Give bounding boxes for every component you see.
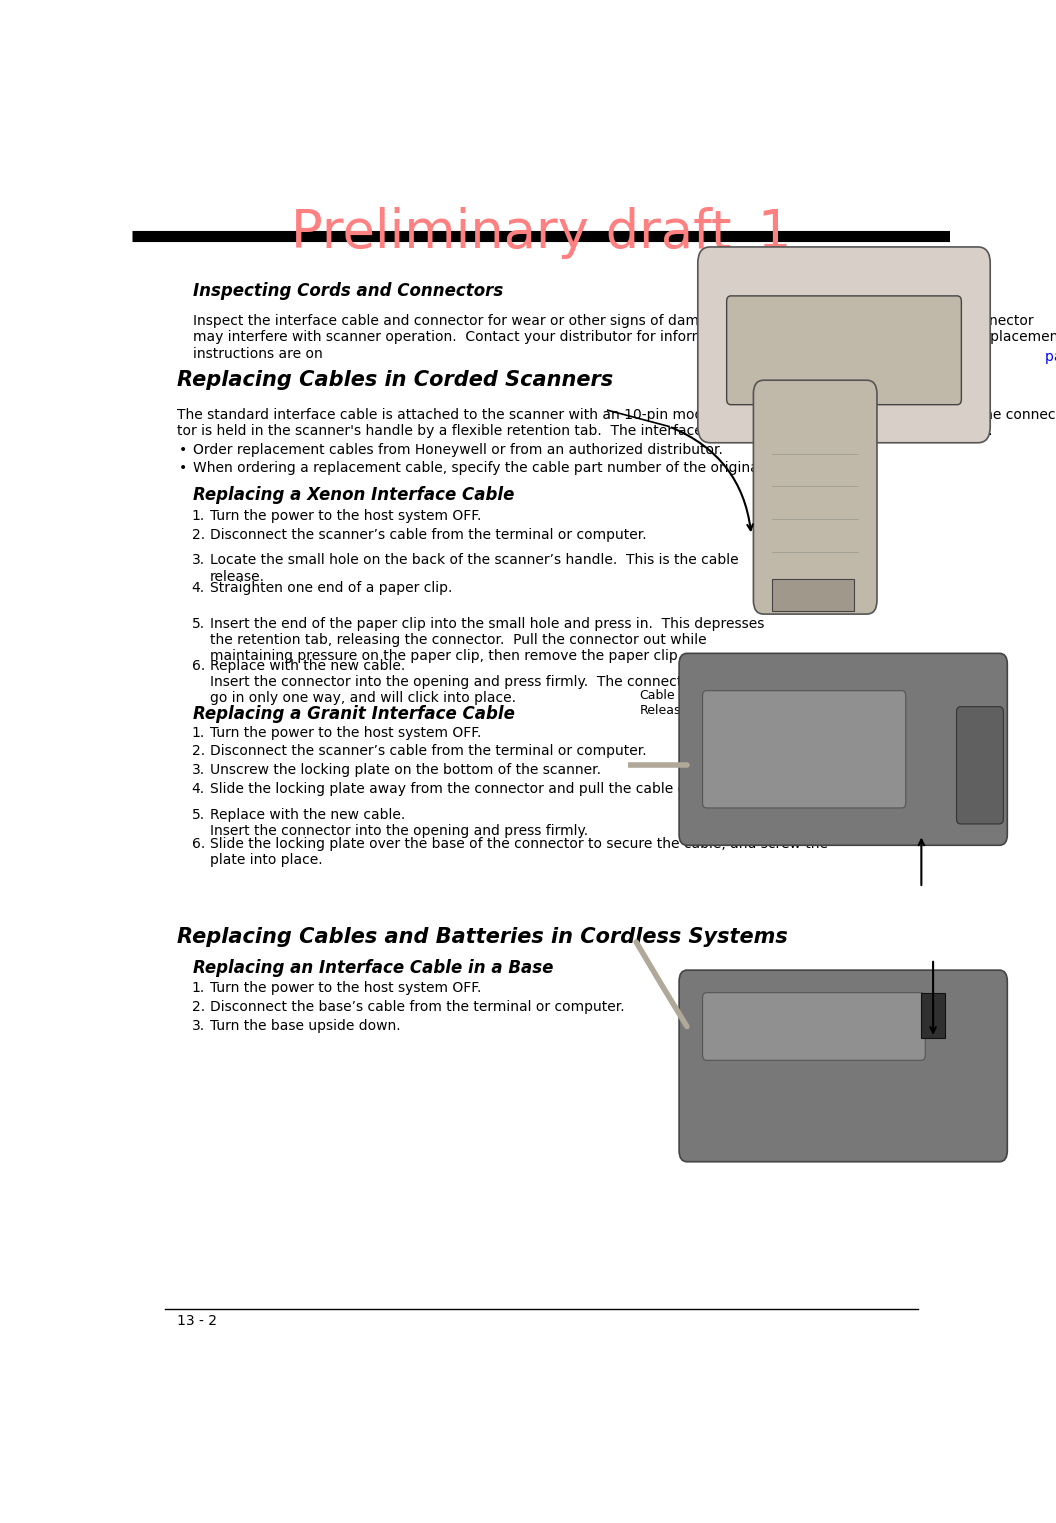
FancyBboxPatch shape [753, 381, 876, 614]
Text: Inspect the interface cable and connector for wear or other signs of damage.  A : Inspect the interface cable and connecto… [193, 314, 1056, 361]
Text: 3.: 3. [192, 553, 205, 568]
FancyBboxPatch shape [702, 993, 925, 1060]
Text: Replacing a Xenon Interface Cable: Replacing a Xenon Interface Cable [193, 486, 514, 504]
Text: 3.: 3. [192, 1019, 205, 1033]
Text: Cable
Release: Cable Release [639, 690, 689, 717]
Text: Replacing a Granit Interface Cable: Replacing a Granit Interface Cable [193, 705, 515, 722]
Text: 5.: 5. [192, 617, 205, 631]
Text: Slide the locking plate away from the connector and pull the cable out of the sc: Slide the locking plate away from the co… [210, 781, 808, 797]
Text: Insert the end of the paper clip into the small hole and press in.  This depress: Insert the end of the paper clip into th… [210, 617, 765, 663]
FancyBboxPatch shape [727, 295, 961, 405]
Text: Order replacement cables from Honeywell or from an authorized distributor.: Order replacement cables from Honeywell … [193, 443, 723, 457]
Text: The standard interface cable is attached to the scanner with an 10-pin modular c: The standard interface cable is attached… [177, 408, 1056, 439]
Text: Disconnect the scanner’s cable from the terminal or computer.: Disconnect the scanner’s cable from the … [210, 527, 646, 542]
Text: Straighten one end of a paper clip.: Straighten one end of a paper clip. [210, 582, 452, 595]
Text: Inspecting Cords and Connectors: Inspecting Cords and Connectors [193, 282, 504, 300]
Text: Turn the power to the host system OFF.: Turn the power to the host system OFF. [210, 981, 482, 996]
FancyBboxPatch shape [679, 970, 1007, 1162]
Text: Preliminary draft_1: Preliminary draft_1 [291, 207, 791, 262]
Text: page 13-2: page 13-2 [1044, 350, 1056, 364]
Text: 4.: 4. [192, 582, 205, 595]
Text: 3.: 3. [192, 763, 205, 777]
Text: 1.: 1. [192, 981, 205, 996]
Text: Replace with the new cable.
Insert the connector into the opening and press firm: Replace with the new cable. Insert the c… [210, 659, 776, 705]
FancyBboxPatch shape [698, 247, 991, 443]
Text: Unscrew the locking plate on the bottom of the scanner.: Unscrew the locking plate on the bottom … [210, 763, 601, 777]
Text: 4.: 4. [192, 781, 205, 797]
Text: Turn the power to the host system OFF.: Turn the power to the host system OFF. [210, 726, 482, 740]
Text: Replace with the new cable.
Insert the connector into the opening and press firm: Replace with the new cable. Insert the c… [210, 807, 588, 838]
Text: 2.: 2. [192, 527, 205, 542]
Text: 1.: 1. [192, 509, 205, 522]
Text: Disconnect the scanner’s cable from the terminal or computer.: Disconnect the scanner’s cable from the … [210, 745, 646, 758]
Text: 13 - 2: 13 - 2 [177, 1314, 218, 1328]
FancyBboxPatch shape [957, 707, 1003, 824]
Text: Replacing Cables and Batteries in Cordless Systems: Replacing Cables and Batteries in Cordle… [177, 928, 788, 947]
Text: •: • [178, 443, 187, 457]
Text: Replacing Cables in Corded Scanners: Replacing Cables in Corded Scanners [177, 370, 614, 390]
Text: Slide the locking plate over the base of the connector to secure the cable, and : Slide the locking plate over the base of… [210, 838, 828, 867]
FancyBboxPatch shape [702, 691, 906, 807]
Text: 1.: 1. [192, 726, 205, 740]
Text: 5.: 5. [192, 807, 205, 822]
Text: 2.: 2. [192, 745, 205, 758]
Text: Turn the base upside down.: Turn the base upside down. [210, 1019, 400, 1033]
Text: Turn the power to the host system OFF.: Turn the power to the host system OFF. [210, 509, 482, 522]
Text: 6.: 6. [192, 659, 205, 673]
Text: Replacing an Interface Cable in a Base: Replacing an Interface Cable in a Base [193, 959, 553, 978]
Text: •: • [178, 460, 187, 475]
Text: 2.: 2. [192, 1001, 205, 1014]
Bar [772, 579, 854, 611]
Text: 6.: 6. [192, 838, 205, 851]
FancyBboxPatch shape [679, 653, 1007, 845]
Bar [921, 993, 945, 1037]
Text: When ordering a replacement cable, specify the cable part number of the original: When ordering a replacement cable, speci… [193, 460, 875, 475]
Text: Disconnect the base’s cable from the terminal or computer.: Disconnect the base’s cable from the ter… [210, 1001, 624, 1014]
Text: Locate the small hole on the back of the scanner’s handle.  This is the cable
re: Locate the small hole on the back of the… [210, 553, 738, 583]
